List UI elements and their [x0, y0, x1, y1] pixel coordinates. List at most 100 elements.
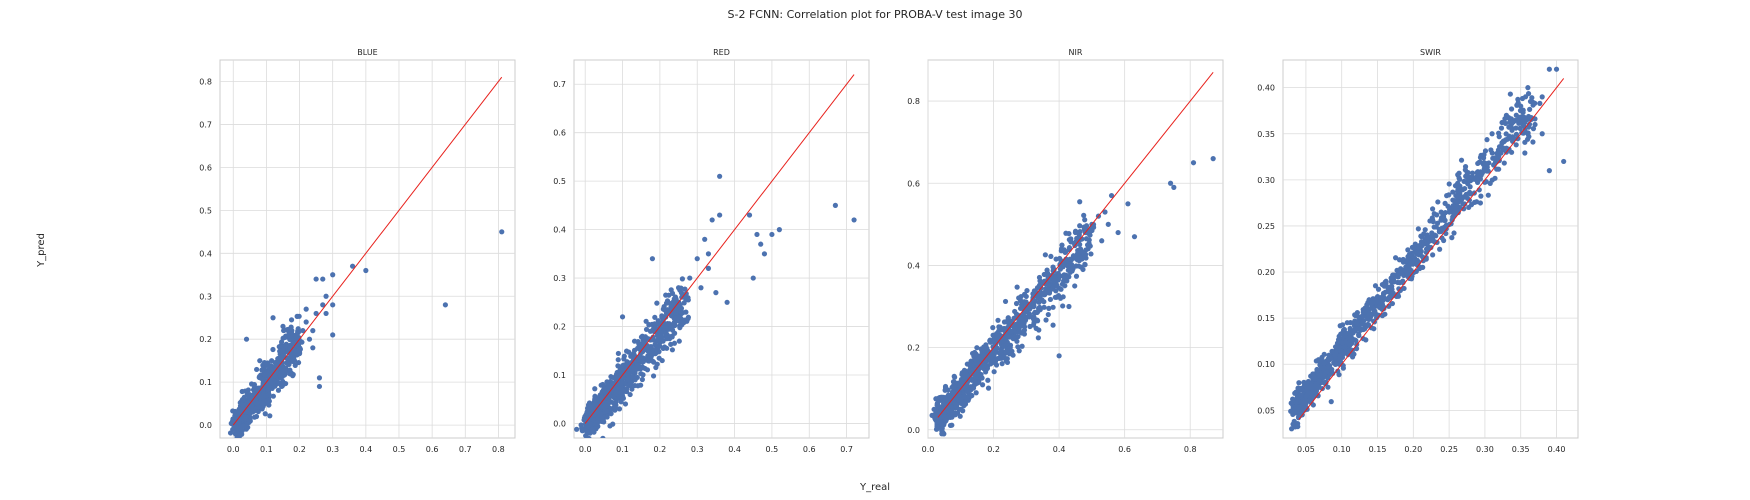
scatter-point — [1312, 376, 1318, 382]
scatter-point — [282, 367, 288, 373]
scatter-point — [660, 338, 666, 344]
scatter-point — [998, 347, 1004, 353]
scatter-point — [1375, 286, 1382, 292]
scatter-point — [1460, 194, 1467, 200]
scatter-point — [663, 310, 670, 317]
scatter-point — [1478, 169, 1484, 175]
scatter-point — [1403, 264, 1409, 270]
scatter-point — [1067, 269, 1073, 275]
scatter-point — [269, 358, 275, 364]
scatter-point — [958, 376, 965, 383]
scatter-point — [1521, 123, 1527, 129]
scatter-point — [1442, 210, 1449, 216]
scatter-point — [316, 375, 323, 381]
scatter-point — [1499, 140, 1505, 146]
scatter-point — [1058, 286, 1064, 292]
scatter-point — [1329, 348, 1335, 354]
scatter-point — [1050, 304, 1056, 310]
scatter-point — [948, 407, 955, 414]
scatter-point — [972, 357, 979, 363]
scatter-point — [1368, 325, 1375, 331]
x-tick-label: 0.1 — [616, 445, 629, 454]
scatter-point — [1513, 131, 1520, 137]
scatter-point — [1011, 334, 1017, 341]
scatter-point — [1518, 103, 1524, 109]
scatter-point — [270, 393, 276, 399]
scatter-point — [277, 373, 284, 379]
y-tick-label: 0.6 — [907, 179, 920, 188]
scatter-point — [293, 332, 299, 338]
y-tick-label: 0.0 — [199, 421, 212, 430]
scatter-point — [1045, 275, 1051, 281]
scatter-point — [1061, 247, 1067, 253]
scatter-point — [1435, 199, 1441, 205]
scatter-point — [1496, 166, 1502, 172]
x-tick-label: 0.40 — [1548, 445, 1566, 454]
panel-blue: 0.0 0.1 0.2 0.3 0.4 0.5 0.6 0.7 0.8 0.0 0.1 0.2 0.3 0… — [199, 48, 516, 454]
scatter-point — [1503, 112, 1509, 118]
scatter-point — [1036, 299, 1042, 305]
scatter-point — [638, 354, 644, 360]
scatter-point — [1372, 283, 1379, 289]
scatter-point — [1303, 405, 1310, 411]
scatter-point — [1408, 276, 1415, 282]
scatter-point — [671, 319, 678, 325]
scatter-point — [1308, 390, 1314, 396]
scatter-point — [310, 345, 316, 351]
x-tick-label: 0.4 — [359, 445, 372, 454]
scatter-points — [1288, 66, 1567, 432]
scatter-point — [656, 355, 662, 361]
scatter-point — [615, 363, 621, 369]
scatter-point — [1056, 272, 1062, 279]
y-tick-label: 0.5 — [553, 177, 566, 186]
scatter-point — [594, 421, 600, 427]
scatter-point — [1060, 303, 1066, 309]
scatter-point — [678, 309, 684, 315]
y-tick-label: 0.2 — [199, 335, 212, 344]
scatter-point — [832, 202, 838, 208]
scatter-point — [1115, 229, 1121, 236]
scatter-point — [259, 405, 265, 411]
scatter-point — [754, 231, 760, 238]
scatter-point — [685, 316, 691, 322]
scatter-point — [300, 328, 306, 334]
scatter-point — [249, 403, 255, 409]
scatter-point — [272, 371, 278, 377]
scatter-point — [1525, 85, 1531, 91]
x-tick-label: 0.6 — [1118, 445, 1131, 454]
scatter-point — [977, 355, 983, 362]
scatter-point — [629, 374, 636, 380]
scatter-point — [981, 344, 987, 350]
scatter-point — [974, 380, 980, 386]
scatter-point — [260, 382, 266, 388]
scatter-point — [1513, 142, 1519, 148]
scatter-point — [1484, 137, 1490, 143]
scatter-point — [1403, 272, 1410, 278]
y-tick-label: 0.4 — [199, 249, 212, 258]
scatter-point — [1297, 411, 1303, 417]
scatter-point — [1030, 291, 1036, 297]
scatter-point — [291, 347, 297, 353]
scatter-point — [1422, 227, 1428, 233]
panel-red: 0.0 0.1 0.2 0.3 0.4 0.5 0.6 0.7 0.0 0.1 0.2 0.3 0.4 0… — [553, 48, 870, 454]
scatter-point — [1066, 237, 1072, 243]
scatter-point — [629, 386, 635, 392]
scatter-point — [251, 382, 258, 388]
scatter-point — [1171, 184, 1177, 190]
scatter-point — [1082, 262, 1088, 268]
scatter-point — [1480, 161, 1487, 168]
scatter-point — [1024, 287, 1030, 294]
scatter-point — [984, 363, 990, 369]
scatter-point — [1546, 168, 1552, 174]
scatter-point — [1361, 309, 1368, 315]
scatter-point — [267, 413, 273, 419]
scatter-point — [980, 353, 987, 359]
scatter-point — [1363, 337, 1369, 343]
scatter-point — [1515, 117, 1521, 123]
scatter-point — [1313, 381, 1319, 387]
scatter-point — [306, 336, 313, 342]
scatter-point — [1524, 116, 1530, 122]
scatter-point — [1392, 255, 1399, 261]
scatter-point — [1018, 330, 1024, 336]
scatter-point — [750, 275, 756, 281]
